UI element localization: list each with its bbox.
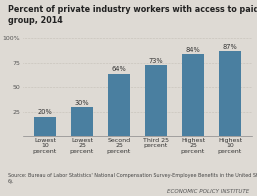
Bar — [107, 74, 131, 136]
Bar — [33, 117, 57, 136]
Text: ECONOMIC POLICY INSTITUTE: ECONOMIC POLICY INSTITUTE — [167, 189, 249, 194]
Text: 73%: 73% — [149, 57, 163, 64]
Text: Percent of private industry workers with access to paid sick days, by wage
group: Percent of private industry workers with… — [8, 5, 257, 25]
Bar — [218, 51, 242, 136]
Text: 84%: 84% — [186, 47, 200, 53]
Bar — [144, 65, 168, 136]
Text: 30%: 30% — [75, 100, 89, 106]
Bar — [181, 54, 205, 136]
Text: 20%: 20% — [38, 109, 52, 115]
Bar — [70, 107, 94, 136]
Text: 87%: 87% — [223, 44, 237, 50]
Text: 64%: 64% — [112, 66, 126, 72]
Text: Source: Bureau of Labor Statistics' National Compensation Survey-Employee Benefi: Source: Bureau of Labor Statistics' Nati… — [8, 173, 257, 184]
